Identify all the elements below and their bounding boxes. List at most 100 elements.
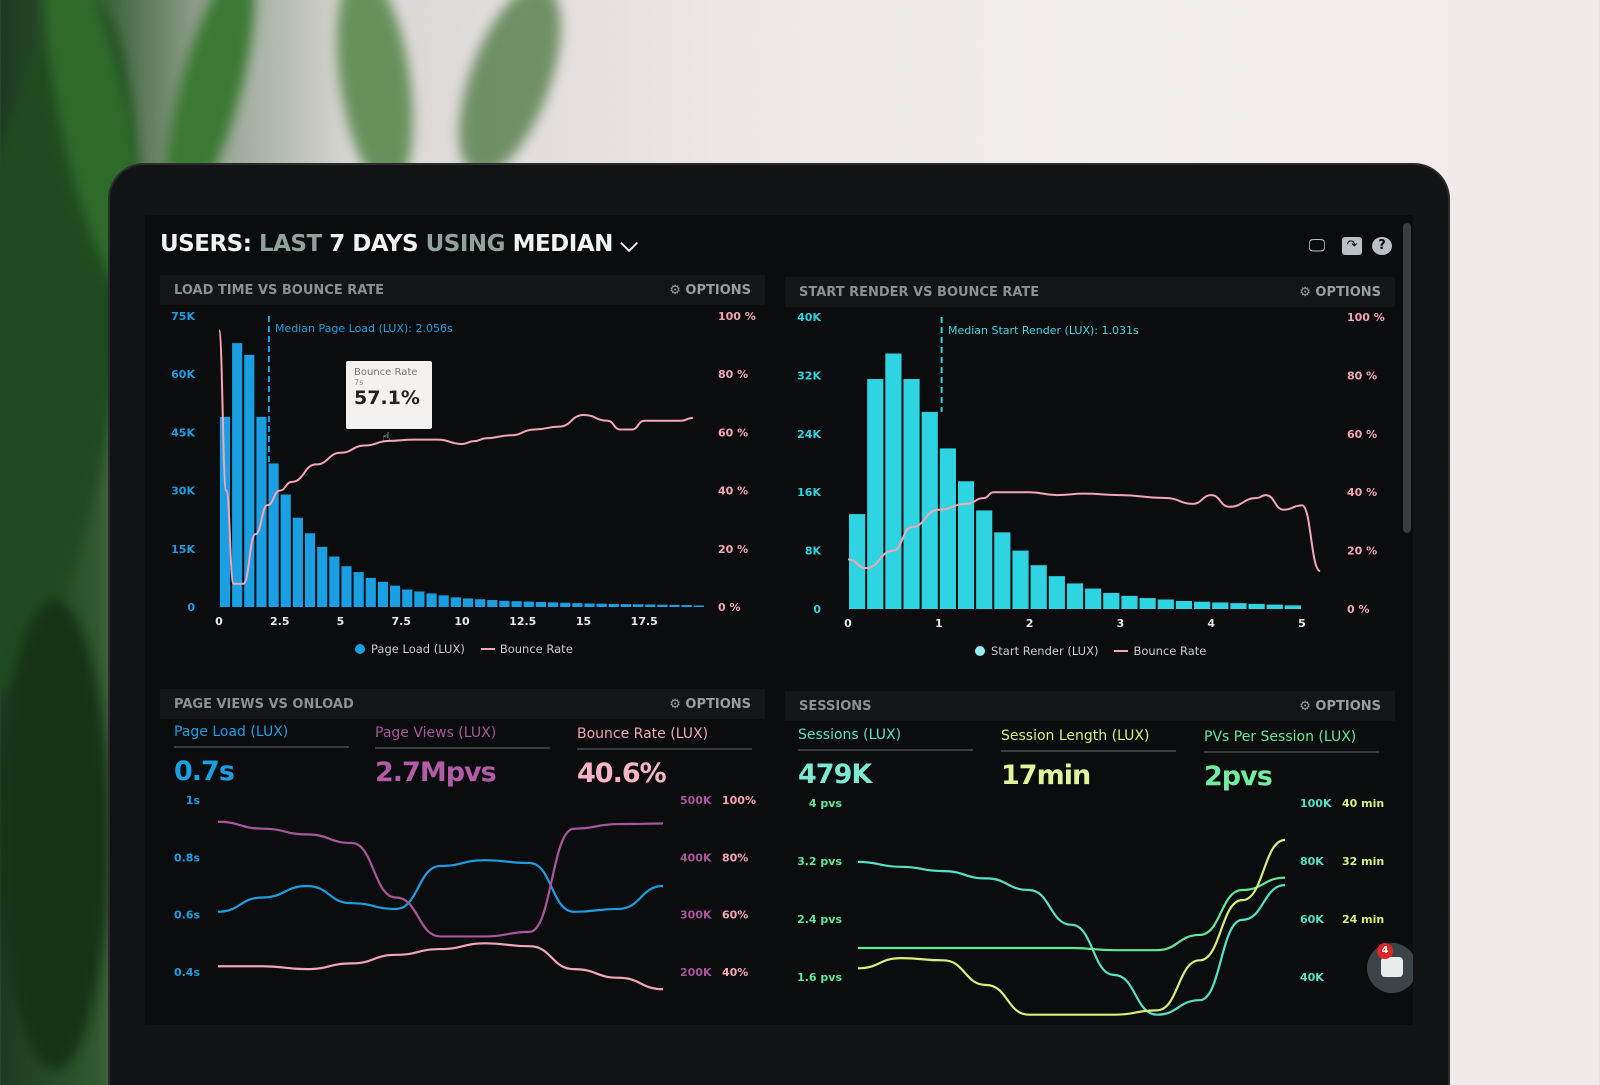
- y2-tick-label: 80K: [1300, 855, 1324, 868]
- y2-tick-label: 40 %: [1347, 486, 1377, 499]
- histogram-bar: [475, 599, 486, 607]
- help-icon[interactable]: ?: [1372, 237, 1392, 255]
- histogram-bar: [1012, 550, 1029, 609]
- options-button[interactable]: ⚙ OPTIONS: [1299, 284, 1381, 300]
- session_length-line: [857, 838, 1286, 1016]
- panel-title: SESSIONS: [799, 698, 872, 714]
- legend-label: Page Load (LUX): [371, 642, 465, 656]
- histogram-bar: [939, 448, 956, 609]
- histogram-bar: [994, 532, 1011, 609]
- y3-tick-label: 40 min: [1342, 797, 1384, 810]
- y2-tick-label: 40 %: [718, 485, 748, 498]
- options-button[interactable]: ⚙ OPTIONS: [669, 696, 751, 712]
- panel-header-pageviews: PAGE VIEWS VS ONLOAD ⚙ OPTIONS: [160, 689, 765, 719]
- stat-label: Session Length (LUX): [1001, 728, 1176, 752]
- cursor-icon: ☝: [382, 430, 391, 446]
- y2-tick-label: 100 %: [718, 310, 756, 323]
- legend-load: Page Load (LUX) Bounce Rate: [355, 642, 573, 656]
- options-button[interactable]: ⚙ OPTIONS: [669, 282, 751, 298]
- stat-value: 2.7Mpvs: [375, 757, 497, 788]
- histogram-bar: [669, 604, 680, 607]
- y-tick-label: 8K: [805, 545, 822, 558]
- title-users: USERS:: [160, 231, 252, 257]
- x-tick-label: 0: [215, 615, 223, 628]
- page-title[interactable]: USERS: LAST 7 DAYS USING MEDIAN ⌵: [160, 231, 638, 257]
- histogram-bar: [1085, 588, 1102, 609]
- page_load-line: [217, 859, 664, 913]
- stat-value: 40.6%: [577, 758, 667, 789]
- notification-badge: 4: [1377, 943, 1393, 959]
- y3-tick-label: 32 min: [1342, 855, 1384, 868]
- histogram-bar: [885, 353, 902, 609]
- y3-tick-label: 40%: [722, 966, 748, 979]
- title-using: USING: [425, 231, 506, 257]
- y2-tick-label: 80 %: [718, 368, 748, 381]
- histogram-bar: [681, 605, 692, 607]
- histogram-bar: [547, 602, 559, 607]
- histogram-bar: [450, 597, 461, 607]
- legend-item[interactable]: Bounce Rate: [1114, 644, 1206, 658]
- x-tick-label: 5: [1298, 617, 1306, 630]
- stat-value: 479K: [798, 759, 872, 790]
- legend-item[interactable]: Bounce Rate: [480, 642, 573, 656]
- y-tick-label: 30K: [171, 485, 195, 498]
- histogram-bar: [1048, 576, 1065, 609]
- y-tick-label: 40K: [797, 311, 821, 324]
- legend-item[interactable]: Page Load (LUX): [355, 642, 465, 656]
- chevron-down-icon[interactable]: ⌵: [620, 231, 638, 257]
- y-tick-label: 3.2 pvs: [797, 855, 842, 868]
- scrollbar[interactable]: [1403, 223, 1411, 533]
- histogram-bar: [903, 379, 920, 609]
- y2-tick-label: 60 %: [718, 426, 748, 439]
- histogram-bar: [535, 601, 546, 607]
- histogram-bar: [462, 598, 474, 607]
- y-tick-label: 15K: [171, 543, 195, 556]
- y3-tick-label: 80%: [722, 851, 748, 864]
- circle-icon: [355, 644, 365, 654]
- x-tick-label: 10: [454, 615, 470, 628]
- y2-tick-label: 60K: [1300, 913, 1324, 926]
- options-label: OPTIONS: [1315, 284, 1381, 300]
- histogram-bar: [329, 556, 340, 607]
- y-tick-label: 32K: [797, 369, 821, 382]
- monitor-icon[interactable]: 🖵: [1308, 236, 1326, 256]
- sessions-line: [857, 860, 1286, 1016]
- stat-value: 0.7s: [174, 756, 235, 787]
- histogram-bar: [1212, 602, 1229, 609]
- stat-label: Page Load (LUX): [174, 724, 349, 748]
- histogram-bar: [608, 603, 619, 607]
- histogram-bar: [693, 605, 704, 607]
- legend-item[interactable]: Start Render (LUX): [975, 644, 1098, 658]
- y-tick-label: 75K: [171, 310, 195, 323]
- histogram-bar: [1139, 598, 1156, 609]
- x-tick-label: 5: [337, 615, 345, 628]
- x-tick-label: 0: [844, 617, 852, 630]
- panel-header-sessions: SESSIONS ⚙ OPTIONS: [785, 691, 1395, 721]
- y-tick-label: 0: [813, 603, 821, 616]
- histogram-bar: [487, 600, 498, 607]
- histogram-bar: [957, 481, 975, 609]
- legend-label: Bounce Rate: [499, 642, 573, 656]
- stat-bounce-rate: Bounce Rate (LUX) 40.6%: [577, 726, 752, 789]
- dashboard-screen: USERS: LAST 7 DAYS USING MEDIAN ⌵ 🖵 ↷ ? …: [145, 215, 1413, 1025]
- circle-icon: [975, 646, 985, 656]
- histogram-bar: [292, 517, 303, 607]
- legend-render: Start Render (LUX) Bounce Rate: [975, 644, 1206, 658]
- title-median: MEDIAN: [512, 231, 614, 257]
- histogram-bar: [1284, 605, 1301, 609]
- histogram-bar: [1103, 592, 1120, 609]
- histogram-bar: [645, 604, 656, 607]
- x-tick-label: 2.5: [270, 615, 290, 628]
- histogram-bar: [849, 514, 866, 609]
- histogram-bar: [1248, 603, 1265, 609]
- x-tick-label: 7.5: [392, 615, 412, 628]
- y-tick-label: 16K: [797, 486, 821, 499]
- histogram-bar: [414, 591, 425, 607]
- share-icon[interactable]: ↷: [1342, 237, 1362, 255]
- y2-tick-label: 500K: [680, 794, 712, 807]
- y2-tick-label: 200K: [680, 966, 712, 979]
- stat-page-views: Page Views (LUX) 2.7Mpvs: [375, 725, 550, 788]
- options-button[interactable]: ⚙ OPTIONS: [1299, 698, 1381, 714]
- x-tick-label: 1: [935, 617, 943, 630]
- panel-header-load: LOAD TIME VS BOUNCE RATE ⚙ OPTIONS: [160, 275, 765, 305]
